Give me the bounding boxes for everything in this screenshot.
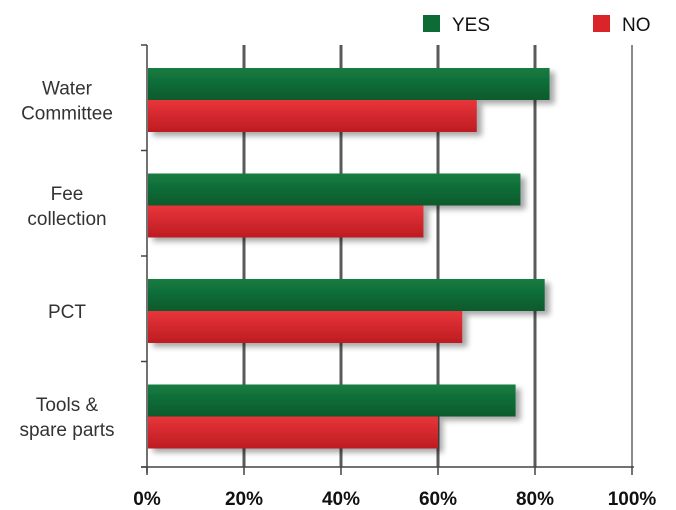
bars [148, 68, 550, 449]
legend-swatch-yes [423, 15, 440, 32]
category-label: Tools & spare parts [19, 395, 114, 441]
x-tick-label: 100% [608, 489, 657, 510]
category-label: Water Committee [21, 79, 113, 125]
bar-no-1 [148, 205, 424, 238]
labels: 0% 20% 40% 60% 80% 100% Water Committee Fee colle… [19, 79, 656, 510]
bar-no-3 [148, 416, 438, 449]
bar-yes-1 [148, 173, 521, 206]
x-tick-label: 80% [516, 489, 554, 510]
category-label-line: Fee [51, 184, 84, 205]
bar-yes-3 [148, 384, 516, 417]
category-label: PCT [48, 302, 86, 323]
axes [141, 44, 634, 475]
x-tick-label: 0% [133, 489, 161, 510]
bar-no-0 [148, 100, 477, 132]
x-tick-label: 60% [419, 489, 457, 510]
category-label: Fee collection [27, 184, 106, 230]
legend-label-no: NO [622, 15, 651, 36]
bar-no-2 [148, 311, 463, 343]
legend-label-yes: YES [452, 15, 490, 36]
category-label-line: spare parts [19, 420, 114, 441]
x-tick-label: 40% [322, 489, 360, 510]
x-tick-label: 20% [225, 489, 263, 510]
legend: YES NO [423, 15, 651, 36]
bar-yes-0 [148, 68, 550, 100]
category-label-line: Tools & [36, 395, 99, 416]
bar-yes-2 [148, 279, 545, 311]
category-label-line: PCT [48, 302, 86, 323]
category-label-line: collection [27, 209, 106, 230]
category-label-line: Committee [21, 104, 113, 125]
legend-swatch-no [593, 15, 610, 32]
category-label-line: Water [42, 79, 93, 100]
